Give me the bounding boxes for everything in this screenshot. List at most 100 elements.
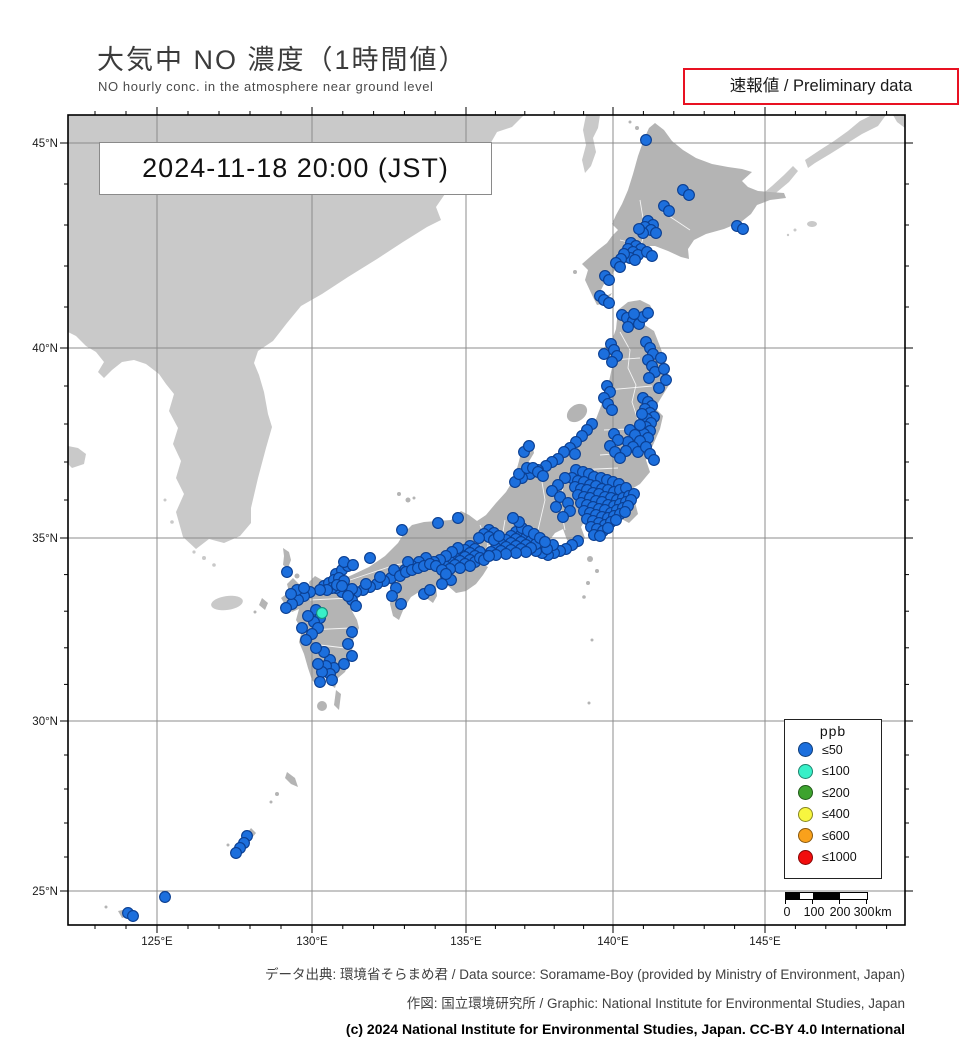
oki-islet [412, 496, 416, 500]
station-dot-blue [326, 674, 338, 686]
footer-copyright: (c) 2024 National Institute for Environm… [345, 1021, 905, 1037]
lat-label: 25°N [32, 886, 58, 898]
lat-label: 40°N [32, 343, 58, 355]
iriomote-islet [104, 905, 108, 909]
station-dot-blue [336, 580, 348, 592]
scale-tick [839, 900, 840, 904]
legend-label: ≤600 [822, 828, 850, 843]
station-dot-blue [483, 550, 495, 562]
legend-swatch-blue [798, 742, 813, 758]
korea-island [170, 520, 174, 524]
station-dot-blue [432, 517, 444, 529]
station-dot-blue [300, 634, 312, 646]
station-dot-blue [610, 514, 622, 526]
station-dot-blue [619, 506, 631, 518]
lat-label: 45°N [32, 138, 58, 150]
station-dot-blue [569, 448, 581, 460]
scale-segment [786, 893, 800, 899]
station-dot-blue [281, 566, 293, 578]
station-dot-blue [513, 468, 525, 480]
station-dot-blue [159, 891, 171, 903]
station-dot-blue [603, 274, 615, 286]
station-dot-blue [360, 578, 372, 590]
scale-segment [840, 893, 867, 899]
station-dot-blue [364, 552, 376, 564]
izu-islet [590, 638, 594, 642]
korea-island [202, 556, 206, 560]
station-dot-blue [640, 134, 652, 146]
legend-label: ≤200 [822, 785, 850, 800]
izu-islet [582, 595, 586, 599]
station-dot-blue [500, 548, 512, 560]
legend-label: ≤100 [822, 764, 850, 779]
page-title: 大気中 NO 濃度（1時間値） [97, 45, 468, 75]
habomai-islet [786, 233, 790, 237]
legend: ppb ≤50 ≤100 ≤200 ≤400 ≤600 ≤1000 [784, 719, 882, 879]
rebun-island [628, 120, 632, 124]
station-dot-blue [606, 404, 618, 416]
axis-labels: 45°N 40°N 35°N 30°N 25°N 125°E 130°E 135°E 140°E… [32, 138, 781, 948]
station-dot-blue [614, 261, 626, 273]
station-dot-blue [338, 658, 350, 670]
station-dot-blue [374, 571, 386, 583]
korea-island [192, 550, 196, 554]
station-dot-blue [554, 491, 566, 503]
map-frame [67, 114, 906, 926]
station-dot-blue [653, 382, 665, 394]
station-dot-blue [629, 254, 641, 266]
scale-tick [785, 900, 786, 904]
station-dots [122, 134, 749, 922]
legend-item-100: ≤100 [785, 761, 881, 783]
amami-island [285, 772, 298, 787]
station-dot-blue [539, 536, 551, 548]
station-dot-blue [302, 610, 314, 622]
station-dot-blue [602, 522, 614, 534]
legend-label: ≤50 [822, 742, 843, 757]
lat-label: 35°N [32, 533, 58, 545]
rishiri-island [635, 126, 639, 130]
izu-islet [586, 581, 590, 585]
station-dot-blue [342, 638, 354, 650]
iki-island [294, 573, 300, 579]
izu-islet [587, 701, 591, 705]
station-dot-blue [537, 470, 549, 482]
okinawa-islet [226, 843, 230, 847]
station-dot-cyan [316, 607, 328, 619]
station-dot-blue [436, 578, 448, 590]
station-dot-blue [454, 562, 466, 574]
station-dot-blue [464, 560, 476, 572]
station-dot-blue [347, 559, 359, 571]
scale-tick [866, 900, 867, 904]
station-dot-blue [559, 472, 571, 484]
station-dot-blue [683, 189, 695, 201]
station-dot-blue [737, 223, 749, 235]
station-dot-blue [386, 590, 398, 602]
tick-marks [60, 107, 913, 933]
lon-label: 140°E [597, 936, 629, 948]
station-dot-blue [342, 590, 354, 602]
station-dot-blue [312, 658, 324, 670]
tanegashima-island [334, 690, 341, 710]
station-dot-blue [298, 582, 310, 594]
scale-label-300: 300 [853, 905, 875, 919]
amami-islet [269, 800, 273, 804]
station-dot-blue [507, 512, 519, 524]
station-dot-blue [440, 568, 452, 580]
oki-island [405, 497, 411, 503]
station-dot-blue [452, 512, 464, 524]
jeju-island [211, 595, 243, 611]
scale-bar: 0 100 200 300 km [784, 892, 905, 922]
goto-islet [253, 610, 257, 614]
legend-swatch-yellow [798, 806, 813, 822]
station-dot-blue [655, 352, 667, 364]
ulleung-islet [397, 492, 401, 496]
station-dot-blue [350, 600, 362, 612]
lat-label: 30°N [32, 716, 58, 728]
station-dot-blue [646, 250, 658, 262]
sakhalin-tip [582, 115, 600, 173]
station-dot-blue [594, 530, 606, 542]
station-dot-blue [660, 374, 672, 386]
station-dot-blue [127, 910, 139, 922]
station-dot-blue [473, 532, 485, 544]
kuril-corner [893, 115, 905, 128]
